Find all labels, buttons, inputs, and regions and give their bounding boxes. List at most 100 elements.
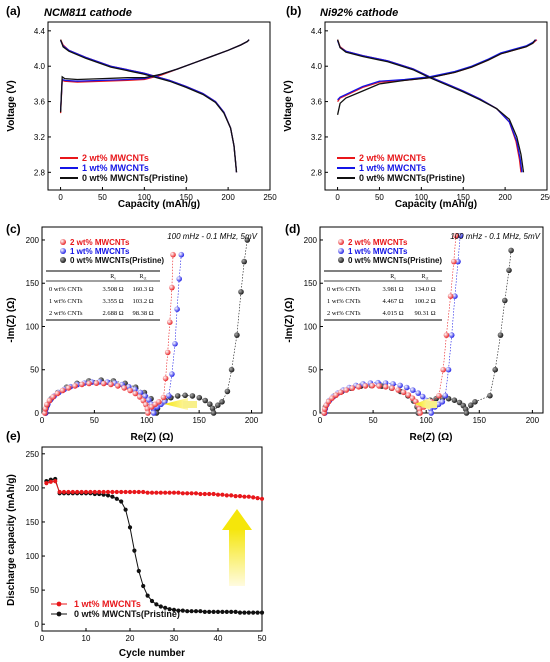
data-point (415, 390, 422, 396)
data-point (61, 489, 67, 495)
data-point (395, 387, 401, 393)
x-tick-label: 250 (263, 193, 277, 202)
data-point (229, 493, 234, 498)
data-point (86, 380, 92, 387)
x-tick-label: 250 (540, 193, 550, 202)
x-tick-label: 0 (40, 416, 45, 425)
legend-marker (60, 248, 66, 254)
data-point (389, 385, 395, 391)
x-tick-label: 100 (140, 416, 154, 425)
data-point (75, 489, 80, 495)
legend-label: 1 wt% MWCNTs (359, 163, 426, 173)
data-point (57, 489, 62, 495)
data-point (48, 479, 53, 484)
data-point (123, 507, 128, 512)
data-point (246, 610, 251, 615)
data-point (234, 332, 240, 338)
data-point (447, 293, 454, 300)
table-cell: 3.508 Ω (102, 286, 123, 293)
data-point (241, 258, 247, 265)
data-point (472, 399, 478, 405)
series-line-discharge (336, 39, 525, 173)
legend: 2 wt% MWCNTs 1 wt% MWCNTs 0 wt% MWCNTs(P… (60, 238, 164, 265)
data-point (210, 410, 217, 416)
x-tick-label: 50 (90, 416, 99, 425)
data-point (451, 258, 457, 265)
plot-area: 0 50 100 150 200 0 50 100 150 200 (26, 236, 259, 425)
x-tick-label: 200 (498, 193, 512, 202)
data-point (88, 489, 93, 495)
data-point (244, 237, 251, 243)
data-point (163, 490, 168, 495)
y-tick-label: 2.8 (311, 168, 323, 177)
table-cell: 2.688 Ω (102, 310, 123, 317)
data-point (224, 388, 231, 395)
x-tick-label: 150 (473, 416, 487, 425)
data-point (154, 602, 159, 607)
legend-marker (60, 257, 66, 263)
data-point (167, 607, 172, 612)
y-tick-label: 3.2 (34, 133, 46, 142)
data-point (246, 494, 251, 499)
series-line (324, 235, 461, 414)
data-point (355, 384, 362, 390)
y-tick-label: 100 (26, 552, 40, 561)
data-point (136, 394, 143, 400)
x-axis-label: Re(Z) (Ω) (409, 432, 452, 443)
y-tick-label: 50 (30, 366, 39, 375)
data-point (93, 380, 100, 387)
data-point (255, 610, 260, 615)
y-tick-label: 50 (308, 366, 317, 375)
x-tick-label: 200 (526, 416, 540, 425)
data-point (169, 284, 175, 291)
impedance-table: Rs Rct 0 wt% CNTs 3.981 Ω 134.0 Ω 1 wt% … (324, 270, 442, 321)
series-line-discharge (59, 39, 238, 173)
legend-marker (56, 601, 62, 607)
data-point (362, 383, 369, 389)
data-point (115, 383, 121, 389)
x-tick-label: 200 (245, 416, 259, 425)
data-point (46, 397, 53, 404)
data-point (343, 387, 350, 393)
legend: 2 wt% MWCNTs 1 wt% MWCNTs 0 wt% MWCNTs(P… (338, 238, 442, 265)
plot-area: 0 50 100 150 200 250 2.8 3.2 3.6 4.0 4.4 (34, 27, 277, 202)
data-point (209, 405, 216, 412)
data-point (228, 366, 235, 373)
data-point (176, 608, 181, 613)
data-point (349, 385, 356, 391)
data-point (224, 609, 229, 615)
y-tick-label: 0 (313, 409, 318, 418)
legend-marker (338, 248, 344, 254)
data-point (400, 389, 407, 396)
data-point (100, 380, 107, 387)
data-point (119, 489, 124, 495)
x-tick-label: 150 (180, 193, 194, 202)
legend-marker (338, 257, 344, 263)
x-tick-label: 20 (126, 634, 135, 643)
chart-title: NCM811 cathode (44, 7, 132, 19)
data-point (508, 247, 514, 254)
data-point (193, 491, 199, 496)
data-point (174, 393, 181, 399)
y-axis-label: Discharge capacity (mAh/g) (6, 474, 17, 606)
data-point (121, 385, 127, 391)
table-cell: 100.2 Ω (414, 298, 435, 305)
data-point (382, 384, 389, 390)
table-header-rct: Rct (422, 274, 430, 281)
series-line-charge (337, 39, 537, 101)
data-point (220, 609, 225, 615)
data-point (146, 397, 152, 403)
panel-label: (e) (6, 429, 21, 443)
x-tick-label: 0 (318, 416, 323, 425)
y-tick-label: 150 (26, 279, 40, 288)
data-point (161, 399, 168, 405)
data-point (176, 490, 181, 495)
data-point (65, 385, 72, 391)
legend-label: 0 wt% MWCNTs(Pristine) (74, 609, 180, 619)
y-tick-label: 150 (26, 518, 40, 527)
data-point (487, 392, 493, 399)
data-point (105, 493, 111, 498)
data-point (79, 489, 84, 495)
table-header-rct: Rct (140, 274, 148, 281)
y-axis-label: -Im(Z) (Ω) (284, 297, 295, 342)
